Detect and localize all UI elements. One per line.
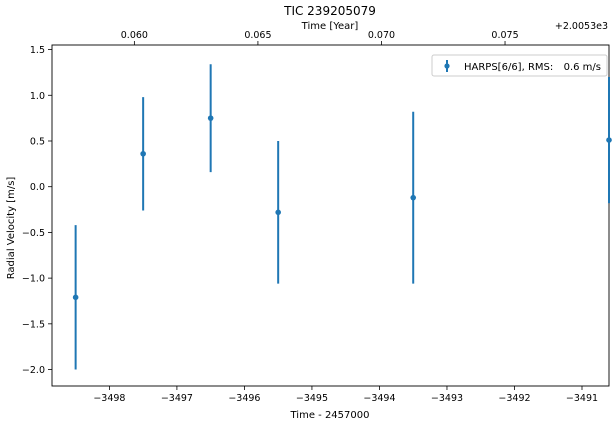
chart-title: TIC 239205079 (283, 4, 376, 18)
plot-frame (51, 44, 610, 387)
data-point (72, 294, 79, 301)
y-axis-label: Radial Velocity [m/s] (6, 177, 17, 280)
y-tick-label: 0.5 (30, 136, 45, 147)
legend: HARPS[6/6], RMS: 0.6 m/s (431, 54, 608, 77)
top-x-tick-label: 0.070 (368, 30, 395, 41)
top-x-axis-label: Time [Year] (301, 21, 359, 32)
x-tick-label: −3496 (228, 393, 260, 404)
top-x-axis-offset-label: +2.0053e3 (555, 21, 608, 32)
top-x-tick-label: 0.060 (121, 30, 148, 41)
data-point (410, 194, 417, 201)
legend-box (431, 54, 608, 77)
data-point (275, 209, 281, 216)
x-tick-label: −3497 (161, 393, 193, 404)
y-tick-label: −1.5 (22, 319, 45, 330)
y-tick-label: −0.5 (22, 228, 45, 239)
ticks-layer: −3498 −3497 −3496 −3495 −3494 −3493 −3492 −3491… (22, 30, 598, 404)
y-tick-label: −1.0 (22, 274, 45, 285)
x-tick-label: −3495 (296, 393, 328, 404)
top-x-tick-label: 0.065 (244, 30, 271, 41)
y-tick-label: 0.0 (30, 182, 45, 193)
legend-rms-value: 0.6 m/s (564, 62, 601, 73)
x-axis-label: Time - 2457000 (290, 410, 370, 421)
y-tick-label: 1.5 (30, 45, 45, 56)
data-point (606, 137, 612, 143)
data-point (207, 115, 214, 121)
data-point (140, 150, 146, 157)
x-tick-label: −3493 (431, 393, 463, 404)
x-tick-label: −3498 (93, 393, 125, 404)
y-tick-label: 1.0 (30, 91, 45, 102)
x-tick-label: −3491 (566, 393, 598, 404)
series-layer (72, 64, 612, 370)
legend-series-name: HARPS[6/6], RMS: (464, 62, 553, 73)
x-tick-label: −3492 (498, 393, 530, 404)
x-tick-label: −3494 (363, 393, 395, 404)
y-tick-label: −2.0 (22, 365, 45, 376)
legend-point-marker (444, 63, 450, 69)
top-x-tick-label: 0.075 (491, 30, 518, 41)
